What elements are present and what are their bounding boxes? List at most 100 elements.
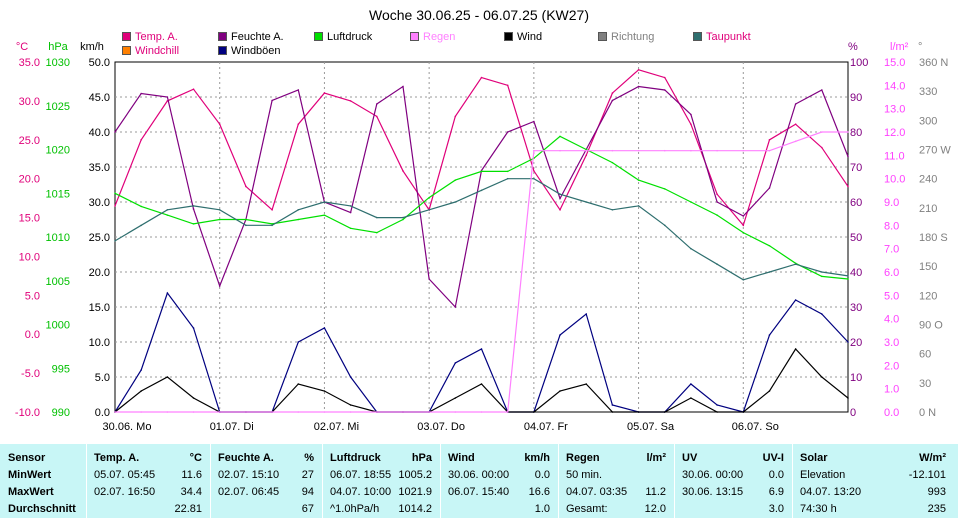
data-point	[114, 411, 116, 413]
axis-tick-lm2: 7.0	[884, 244, 899, 256]
data-point	[428, 411, 430, 413]
x-tick-label: 05.07. Sa	[627, 421, 675, 433]
legend-item: Regen	[410, 31, 455, 43]
data-point	[690, 123, 692, 126]
data-point	[690, 383, 692, 385]
data-point	[690, 113, 692, 116]
axis-tick-temp: 25.0	[19, 135, 40, 147]
data-point	[480, 348, 483, 350]
weekly-weather-chart: Woche 30.06.25 - 06.07.25 (KW27) 35.0 30.…	[15, 7, 951, 433]
axis-tick-deg: 150	[919, 261, 937, 273]
data-point	[585, 148, 588, 151]
data-point	[716, 149, 718, 152]
data-point	[533, 177, 535, 180]
legend-swatch	[598, 32, 607, 41]
summary-cell-value: 0.0	[534, 469, 550, 481]
data-point	[637, 411, 640, 413]
axis-tick-pct: 60	[850, 197, 862, 209]
summary-cell-label: 05.07. 05:45	[94, 469, 156, 481]
data-point	[690, 247, 692, 250]
series-regen	[114, 131, 849, 413]
data-point	[454, 201, 457, 203]
summary-cell-label: 02.07. 15:10	[218, 469, 280, 481]
data-point	[166, 411, 169, 413]
axis-tick-lm2: 14.0	[884, 80, 905, 92]
data-point	[611, 161, 614, 164]
data-point	[847, 185, 849, 188]
axis-tick-pct: 80	[850, 127, 862, 139]
summary-column-header: Temp. A.	[94, 452, 140, 464]
data-point	[637, 149, 640, 152]
data-point	[323, 390, 326, 392]
axis-tick-lm2: 13.0	[884, 104, 905, 116]
axis-tick-lm2: 15.0	[884, 57, 905, 69]
axis-tick-deg: 360 N	[919, 57, 948, 69]
data-point	[323, 411, 326, 413]
data-point	[402, 216, 404, 219]
legend-item: Wind	[504, 31, 542, 43]
summary-column: UV UV-I 30.06. 00:00 0.0 30.06. 13:15 6.9 3.0	[678, 444, 788, 518]
summary-cell-label: 02.07. 16:50	[94, 486, 156, 498]
data-point	[323, 201, 326, 203]
axis-unit-pct: %	[848, 41, 858, 53]
data-point	[768, 138, 771, 141]
summary-cell-value: 0.0	[768, 469, 784, 481]
axis-tick-deg: 240	[919, 174, 937, 186]
data-point	[611, 411, 614, 413]
summary-cell-value: 235	[927, 503, 946, 515]
axis-tick-kmh: 0.0	[95, 407, 110, 419]
axis-tick-deg: 300	[919, 115, 937, 127]
summary-cell-value: 11.2	[645, 486, 666, 498]
data-point	[166, 376, 169, 378]
data-point	[847, 397, 849, 399]
axis-tick-deg: 330	[919, 86, 937, 98]
axis-tick-kmh: 35.0	[89, 162, 110, 174]
data-point	[663, 76, 666, 79]
data-point	[271, 99, 273, 102]
axis-tick-temp: 5.0	[25, 290, 40, 302]
data-point	[742, 231, 745, 234]
data-point	[375, 411, 378, 413]
summary-cell-value: 993	[927, 486, 946, 498]
data-point	[454, 115, 457, 118]
axis-tick-temp: 10.0	[19, 251, 40, 263]
data-point	[349, 411, 352, 413]
data-point	[192, 208, 195, 210]
grid-layer	[115, 62, 848, 412]
data-point	[428, 278, 430, 280]
data-point	[559, 149, 561, 152]
data-point	[140, 205, 142, 208]
data-point	[637, 85, 640, 88]
data-point	[847, 131, 849, 133]
data-point	[611, 99, 614, 102]
data-point	[794, 123, 797, 126]
x-tick-label: 04.07. Fr	[524, 421, 568, 433]
data-point	[323, 92, 326, 94]
legend-swatch	[218, 46, 227, 55]
data-point	[821, 275, 823, 278]
summary-cell-value: -12.101	[908, 469, 946, 481]
summary-cell-value: 94	[301, 486, 314, 498]
data-point	[297, 341, 300, 343]
column-separator	[674, 444, 675, 518]
row-label-min: MinWert	[8, 469, 52, 481]
summary-column-header: Regen	[566, 452, 600, 464]
axis-tick-lm2: 4.0	[884, 314, 899, 326]
axis-unit-deg: °	[918, 41, 922, 53]
summary-cell-value: 1014.2	[398, 503, 432, 515]
axis-tick-hpa: 1015	[46, 188, 70, 200]
legend-label: Temp. A.	[135, 31, 178, 43]
legend-item: Feuchte A.	[218, 31, 284, 43]
summary-column: Luftdruck hPa 06.07. 18:55 1005.2 04.07. 10:…	[326, 444, 436, 518]
axis-tick-lm2: 1.0	[884, 384, 899, 396]
data-point	[533, 411, 535, 413]
data-point	[192, 223, 195, 225]
row-labels-column: Sensor MinWert MaxWert Durchschnitt	[8, 444, 88, 518]
summary-cell-value: 22.81	[174, 503, 202, 515]
x-tick-label: 01.07. Di	[210, 421, 254, 433]
data-point	[690, 397, 692, 399]
data-point	[218, 411, 221, 413]
summary-cell-value: 16.6	[528, 486, 550, 498]
data-point	[402, 170, 404, 172]
data-point	[402, 218, 404, 221]
